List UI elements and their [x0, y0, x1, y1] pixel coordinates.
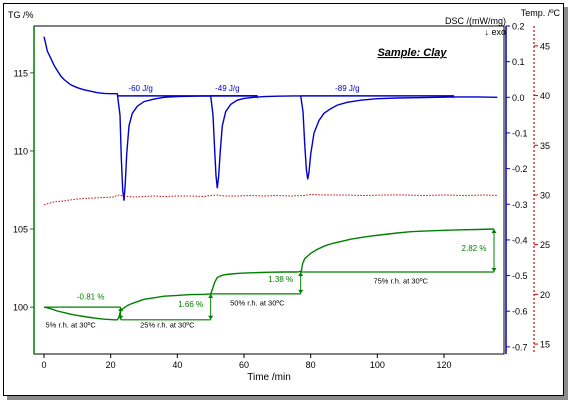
tg-step-label: -0.81 %: [77, 292, 105, 301]
tg-step-label: 2.82 %: [462, 244, 487, 253]
rh-segment-label: 75% r.h. at 30ºC: [373, 277, 428, 286]
tg-step-arrowhead: [298, 272, 304, 276]
rh-segment-label: 5% r.h. at 30ºC: [46, 320, 97, 329]
dsc-integration-end: +: [256, 95, 260, 101]
dsc-tick-label: -0.2: [512, 164, 528, 174]
dsc-tick-label: 0.2: [512, 22, 525, 32]
dsc-tick-label: -0.3: [512, 200, 528, 210]
x-tick-label: 0: [41, 360, 46, 370]
tg-tick-label: 100: [13, 303, 28, 313]
tg-step-arrowhead: [491, 268, 497, 272]
dsc-integration-end: +: [452, 95, 456, 101]
tg-step-arrowhead: [118, 315, 124, 320]
tg-step-arrowhead: [298, 289, 304, 294]
x-axis-label: Time /min: [247, 372, 291, 383]
tg-step-arrowhead: [491, 229, 497, 234]
temp-axis-label: Temp. /ºC: [521, 8, 561, 18]
dsc-tick-label: 0.1: [512, 57, 525, 67]
temp-tick-label: 45: [540, 41, 550, 51]
tg-step-arrowhead: [118, 307, 124, 312]
temp-curve: [43, 193, 498, 206]
temp-tick-label: 15: [540, 340, 550, 350]
tg-step-label: 1.38 %: [268, 275, 293, 284]
tg-axis-label: TG /%: [8, 10, 34, 20]
x-tick-label: 40: [172, 360, 182, 370]
dsc-peak-label: -60 J/g: [128, 84, 152, 93]
tg-step-arrowhead: [208, 315, 214, 320]
rh-segment-label: 25% r.h. at 30ºC: [140, 320, 195, 329]
temp-tick-label: 40: [540, 91, 550, 101]
tg-tick-label: 115: [14, 68, 28, 78]
chart-frame: 100 105 110 115 TG /% 0 20 40 60 80 100 120 Time /mi…: [3, 3, 564, 396]
sample-label: Sample: Clay: [377, 47, 447, 59]
dsc-peak-label: -49 J/g: [215, 84, 239, 93]
dsc-tick-label: -0.5: [512, 271, 528, 281]
x-tick-label: 120: [436, 360, 451, 370]
tg-step-label: 1.66 %: [178, 300, 203, 309]
dsc-tick-label: -0.1: [512, 128, 528, 138]
tg-step-arrowhead: [208, 293, 214, 298]
rh-segment-label: 50% r.h. at 30ºC: [230, 299, 285, 308]
tg-tick-label: 105: [13, 225, 28, 235]
temp-tick-label: 30: [540, 190, 550, 200]
tga-dsc-chart: 100 105 110 115 TG /% 0 20 40 60 80 100 120 Time /mi…: [8, 8, 561, 383]
temp-tick-label: 25: [540, 240, 550, 250]
dsc-tick-label: -0.6: [512, 307, 528, 317]
dsc-integration-end: +: [256, 95, 260, 101]
dsc-axis-label: DSC /(mW/mg): [445, 16, 506, 26]
tg-tick-label: 110: [14, 146, 28, 156]
x-tick-label: 20: [106, 360, 116, 370]
dsc-tick-label: -0.4: [512, 235, 528, 245]
dsc-tick-label: -0.7: [512, 342, 528, 352]
dsc-tick-label: 0.0: [512, 93, 525, 103]
dsc-curve: [43, 36, 498, 201]
x-tick-label: 60: [239, 360, 249, 370]
x-tick-label: 100: [370, 360, 385, 370]
x-tick-label: 80: [306, 360, 316, 370]
temp-tick-label: 20: [540, 290, 550, 300]
tg-curve: [43, 228, 495, 321]
dsc-exo-label: ↓ exo: [484, 27, 506, 37]
temp-tick-label: 35: [540, 141, 550, 151]
dsc-peak-label: -89 J/g: [335, 84, 359, 93]
